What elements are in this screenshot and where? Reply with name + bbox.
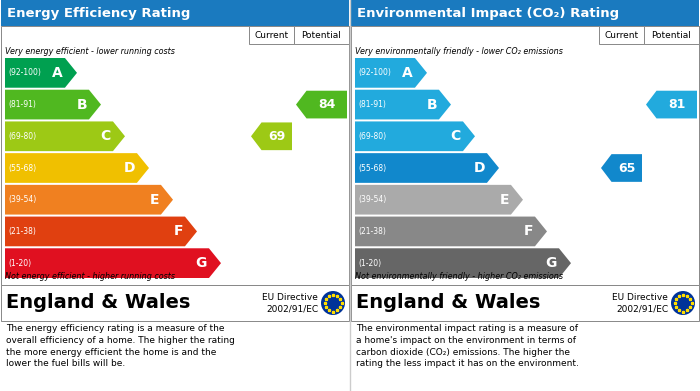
Text: (92-100): (92-100)	[358, 68, 391, 77]
Text: England & Wales: England & Wales	[6, 294, 190, 312]
Bar	[294, 26, 349, 44]
Text: 84: 84	[318, 98, 335, 111]
Text: Potential: Potential	[302, 30, 342, 39]
Text: D: D	[473, 161, 485, 175]
Text: (1-20): (1-20)	[8, 258, 31, 268]
Text: (21-38): (21-38)	[8, 227, 36, 236]
Text: (39-54): (39-54)	[358, 195, 386, 204]
Text: (39-54): (39-54)	[8, 195, 36, 204]
Text: B: B	[76, 98, 87, 111]
Text: (1-20): (1-20)	[358, 258, 381, 268]
Polygon shape	[646, 91, 697, 118]
Text: 65: 65	[618, 161, 636, 174]
Text: (69-80): (69-80)	[8, 132, 36, 141]
Text: (81-91): (81-91)	[8, 100, 36, 109]
Text: Not energy efficient - higher running costs: Not energy efficient - higher running co…	[5, 272, 175, 281]
Polygon shape	[355, 58, 427, 88]
Text: EU Directive: EU Directive	[612, 293, 668, 302]
Bar	[644, 26, 699, 44]
Polygon shape	[355, 153, 499, 183]
Polygon shape	[251, 122, 292, 150]
Text: Energy Efficiency Rating: Energy Efficiency Rating	[7, 7, 190, 20]
Bar	[599, 26, 644, 44]
Text: Potential: Potential	[652, 30, 692, 39]
Text: G: G	[545, 256, 557, 270]
Polygon shape	[355, 185, 523, 215]
Text: The energy efficiency rating is a measure of the
overall efficiency of a home. T: The energy efficiency rating is a measur…	[6, 324, 235, 368]
Text: (92-100): (92-100)	[8, 68, 41, 77]
Text: England & Wales: England & Wales	[356, 294, 540, 312]
Text: (55-68): (55-68)	[358, 163, 386, 172]
Polygon shape	[355, 217, 547, 246]
Polygon shape	[5, 58, 77, 88]
Text: F: F	[174, 224, 183, 239]
Text: 81: 81	[668, 98, 685, 111]
Polygon shape	[5, 90, 101, 119]
Text: (81-91): (81-91)	[358, 100, 386, 109]
Polygon shape	[5, 122, 125, 151]
Text: (21-38): (21-38)	[358, 227, 386, 236]
Text: C: C	[451, 129, 461, 143]
Bar	[249, 26, 294, 44]
Text: 2002/91/EC: 2002/91/EC	[266, 305, 318, 314]
Text: Very energy efficient - lower running costs: Very energy efficient - lower running co…	[5, 47, 175, 56]
Text: C: C	[101, 129, 111, 143]
Text: (55-68): (55-68)	[8, 163, 36, 172]
Bar	[1, 285, 349, 321]
Polygon shape	[296, 91, 347, 118]
Text: Not environmentally friendly - higher CO₂ emissions: Not environmentally friendly - higher CO…	[355, 272, 563, 281]
Text: The environmental impact rating is a measure of
a home's impact on the environme: The environmental impact rating is a mea…	[356, 324, 579, 368]
Bar	[351, 0, 699, 26]
Text: F: F	[524, 224, 533, 239]
Text: 69: 69	[268, 130, 286, 143]
Text: D: D	[123, 161, 135, 175]
Text: A: A	[402, 66, 413, 80]
Text: Environmental Impact (CO₂) Rating: Environmental Impact (CO₂) Rating	[357, 7, 619, 20]
Polygon shape	[5, 217, 197, 246]
Polygon shape	[355, 90, 451, 119]
Polygon shape	[355, 122, 475, 151]
Polygon shape	[5, 248, 221, 278]
Text: Very environmentally friendly - lower CO₂ emissions: Very environmentally friendly - lower CO…	[355, 47, 563, 56]
Text: Current: Current	[604, 30, 638, 39]
Bar	[351, 285, 699, 321]
Polygon shape	[601, 154, 642, 182]
Bar	[351, 26, 699, 285]
Polygon shape	[355, 248, 571, 278]
Text: A: A	[52, 66, 63, 80]
Bar	[1, 0, 349, 26]
Text: E: E	[499, 193, 509, 207]
Polygon shape	[5, 153, 149, 183]
Circle shape	[321, 291, 345, 315]
Text: EU Directive: EU Directive	[262, 293, 318, 302]
Text: B: B	[426, 98, 437, 111]
Polygon shape	[5, 185, 173, 215]
Text: Current: Current	[254, 30, 288, 39]
Circle shape	[671, 291, 695, 315]
Text: G: G	[195, 256, 207, 270]
Text: (69-80): (69-80)	[358, 132, 386, 141]
Text: 2002/91/EC: 2002/91/EC	[616, 305, 668, 314]
Bar	[1, 26, 349, 285]
Text: E: E	[149, 193, 159, 207]
